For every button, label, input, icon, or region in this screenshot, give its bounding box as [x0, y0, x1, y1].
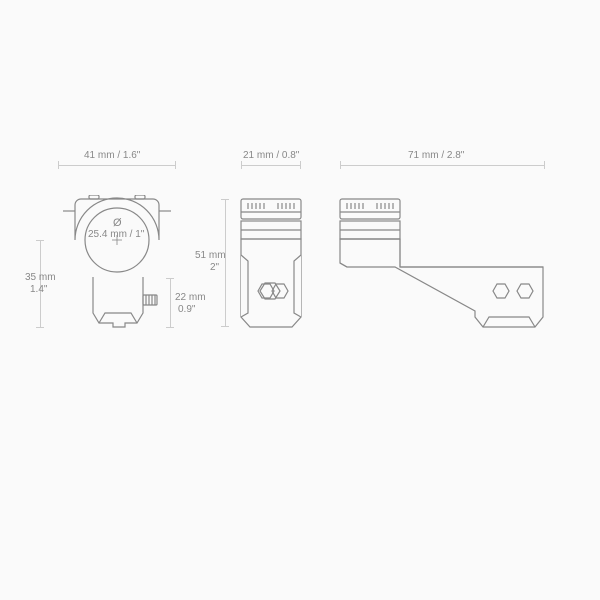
top-view — [335, 195, 553, 355]
ring-dia-label: 25.4 mm / 1" — [88, 229, 144, 240]
dim-label-22mm-a: 22 mm — [175, 292, 206, 303]
dim-line-22mm — [170, 278, 171, 328]
dim-label-41mm: 41 mm / 1.6" — [84, 150, 140, 161]
dim-line-21mm — [241, 165, 301, 166]
dim-label-35mm-a: 35 mm — [25, 272, 56, 283]
dim-line-51mm — [225, 199, 226, 327]
dim-label-35mm-b: 1.4" — [30, 284, 47, 295]
side-view — [238, 195, 308, 355]
dim-label-71mm: 71 mm / 2.8" — [408, 150, 464, 161]
dim-label-22mm-b: 0.9" — [178, 304, 195, 315]
dim-label-51mm-a: 51 mm — [195, 250, 225, 261]
dim-line-41mm — [58, 165, 176, 166]
dim-label-21mm: 21 mm / 0.8" — [243, 150, 299, 161]
dim-label-51mm-b: 2" — [210, 262, 219, 273]
dim-line-71mm — [340, 165, 545, 166]
ring-dia-symbol: Ø — [113, 217, 122, 229]
